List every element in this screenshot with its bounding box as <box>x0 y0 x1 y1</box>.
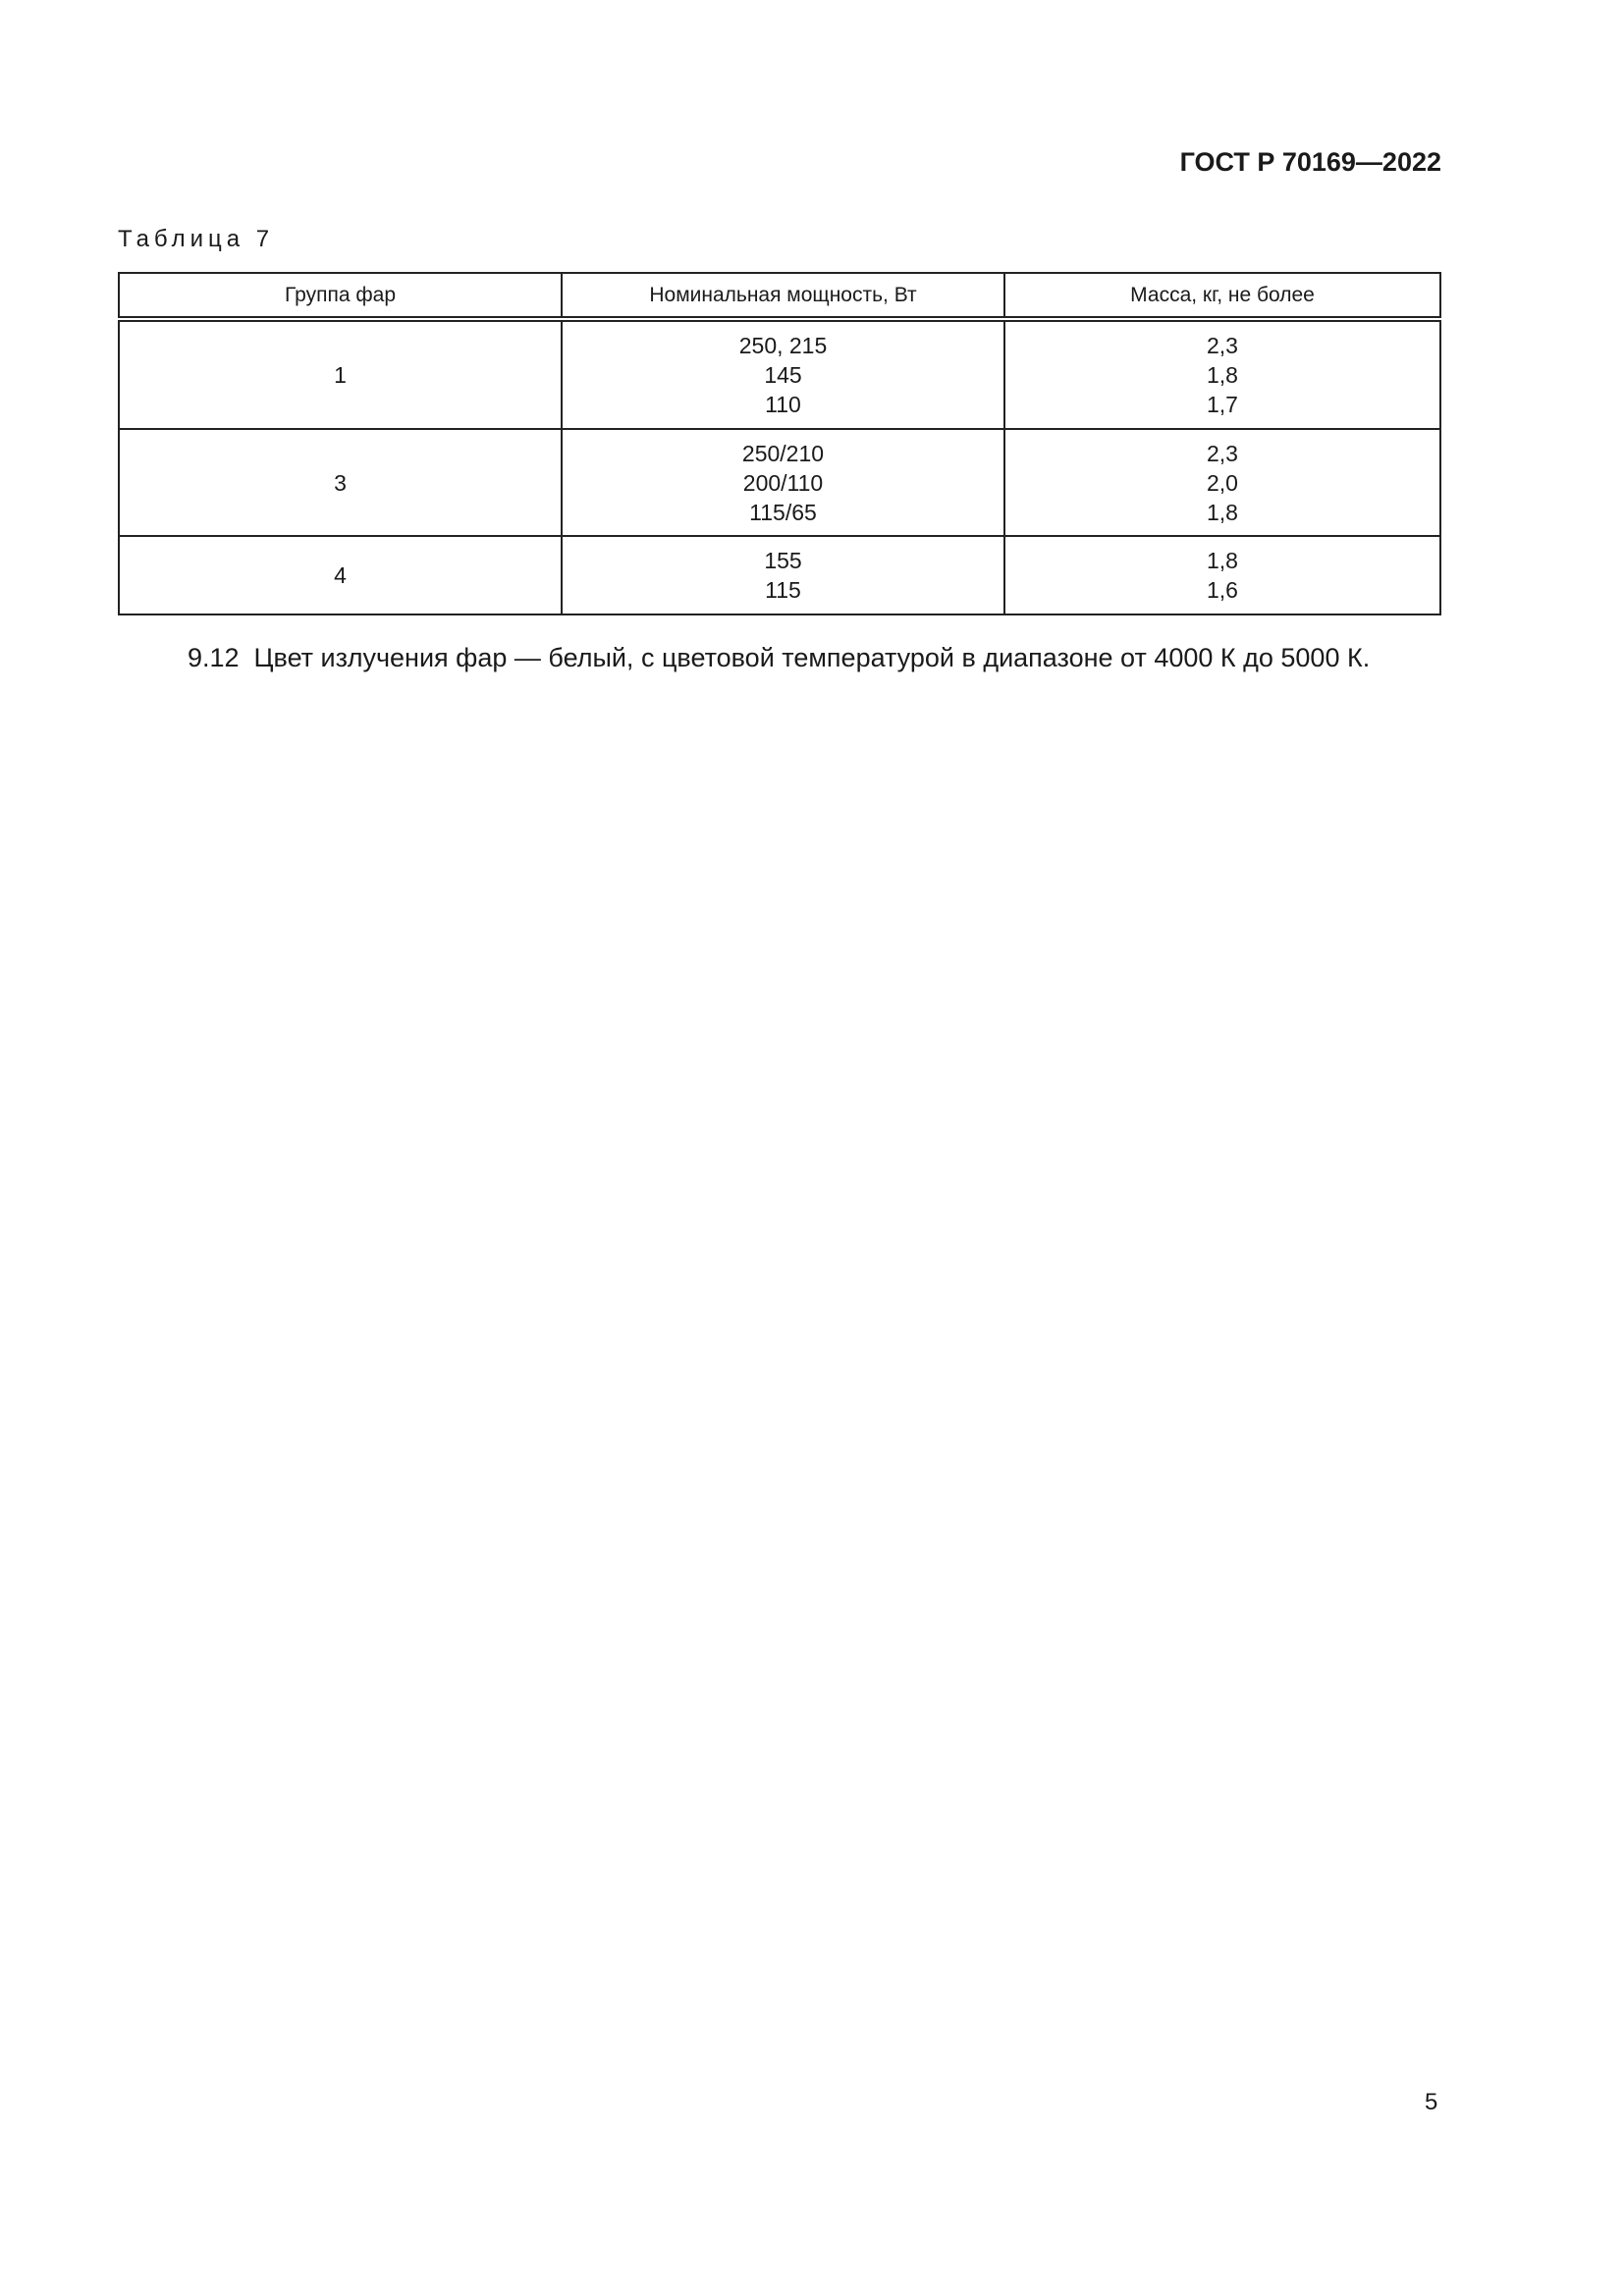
mass-value: 1,6 <box>1207 577 1238 603</box>
mass-value: 1,8 <box>1207 499 1238 525</box>
cell-power: 155 115 <box>561 535 1005 615</box>
table-row: 3 250/210 200/110 115/65 2,3 2,0 1,8 <box>118 428 1441 537</box>
document-code: ГОСТ Р 70169—2022 <box>1179 147 1441 177</box>
mass-value: 1,8 <box>1207 548 1238 573</box>
paragraph-9-12: 9.12 Цвет излучения фар — белый, с цвето… <box>188 643 1371 672</box>
table-row: 4 155 115 1,8 1,6 <box>118 535 1441 615</box>
table-row: 1 250, 215 145 110 2,3 1,8 1,7 <box>118 318 1441 430</box>
power-value: 145 <box>764 362 802 388</box>
table-header-row: Группа фар Номинальная мощность, Вт Масс… <box>118 272 1441 322</box>
table-caption: Таблица 7 <box>118 226 275 252</box>
cell-group: 1 <box>118 318 563 430</box>
power-value: 250/210 <box>741 440 825 466</box>
mass-value: 2,0 <box>1207 469 1238 496</box>
power-value: 110 <box>765 392 801 417</box>
page-number: 5 <box>1425 2089 1438 2115</box>
cell-mass: 2,3 1,8 1,7 <box>1003 318 1441 430</box>
power-value: 155 <box>764 548 802 573</box>
mass-value: 2,3 <box>1207 333 1238 358</box>
power-value: 250, 215 <box>738 333 828 358</box>
power-value: 115/65 <box>749 499 817 525</box>
cell-group: 3 <box>118 428 563 537</box>
cell-power: 250, 215 145 110 <box>561 318 1005 430</box>
column-header-power: Номинальная мощность, Вт <box>561 272 1005 322</box>
cell-mass: 1,8 1,6 <box>1003 535 1441 615</box>
cell-group: 4 <box>118 535 563 615</box>
cell-mass: 2,3 2,0 1,8 <box>1003 428 1441 537</box>
mass-value: 2,3 <box>1207 440 1238 466</box>
cell-power: 250/210 200/110 115/65 <box>561 428 1005 537</box>
data-table: Группа фар Номинальная мощность, Вт Масс… <box>118 272 1441 615</box>
column-header-group: Группа фар <box>118 272 563 322</box>
power-value: 200/110 <box>742 469 824 496</box>
mass-value: 1,7 <box>1207 392 1238 417</box>
column-header-mass: Масса, кг, не более <box>1003 272 1441 322</box>
mass-value: 1,8 <box>1207 362 1238 388</box>
power-value: 115 <box>765 577 801 603</box>
